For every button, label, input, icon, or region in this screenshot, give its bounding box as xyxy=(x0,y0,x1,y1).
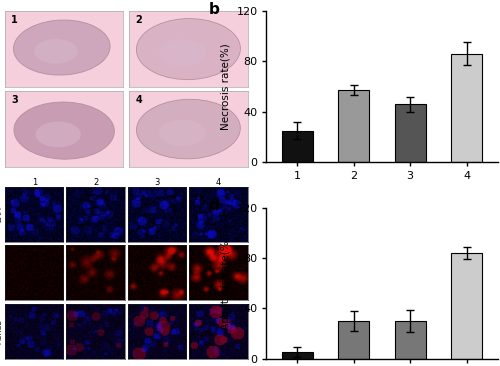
Title: 1: 1 xyxy=(32,178,37,187)
Y-axis label: Apoptosis rate(%): Apoptosis rate(%) xyxy=(221,236,231,330)
Text: 3: 3 xyxy=(11,95,18,105)
Text: d: d xyxy=(208,198,220,213)
Y-axis label: Necrosis rate(%): Necrosis rate(%) xyxy=(221,43,231,130)
Ellipse shape xyxy=(36,122,81,147)
Ellipse shape xyxy=(159,39,206,67)
Ellipse shape xyxy=(34,39,78,64)
Bar xyxy=(338,321,370,359)
Title: 4: 4 xyxy=(216,178,221,187)
Ellipse shape xyxy=(136,99,240,159)
Y-axis label: MERGE: MERGE xyxy=(0,319,2,344)
Bar xyxy=(282,131,313,162)
Text: 2: 2 xyxy=(135,15,142,25)
Text: 1: 1 xyxy=(11,15,18,25)
Bar xyxy=(451,253,482,359)
Ellipse shape xyxy=(14,102,114,159)
Y-axis label: DAPI: DAPI xyxy=(0,206,2,223)
Bar xyxy=(394,104,426,162)
Bar xyxy=(282,352,313,359)
Title: 2: 2 xyxy=(93,178,98,187)
Text: b: b xyxy=(208,2,220,17)
Bar xyxy=(451,54,482,162)
Bar xyxy=(338,90,370,162)
Title: 3: 3 xyxy=(154,178,160,187)
Bar xyxy=(394,321,426,359)
Text: 4: 4 xyxy=(135,95,142,105)
Ellipse shape xyxy=(159,120,206,146)
Ellipse shape xyxy=(14,20,110,75)
Ellipse shape xyxy=(136,19,240,79)
Y-axis label: TUNEL: TUNEL xyxy=(0,261,2,284)
